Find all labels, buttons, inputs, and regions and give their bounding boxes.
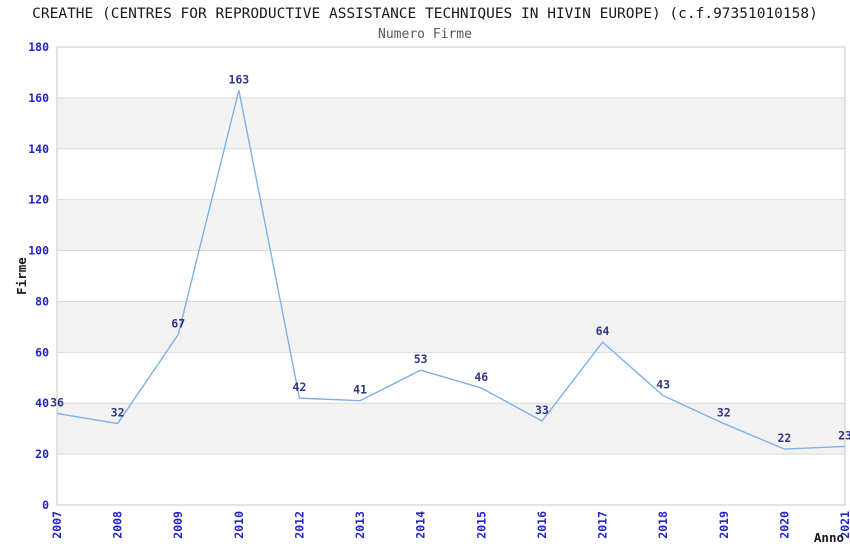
- y-tick-label: 20: [35, 447, 49, 461]
- x-tick-label: 2021: [838, 511, 850, 539]
- data-label: 23: [838, 428, 850, 442]
- x-tick-label: 2015: [474, 511, 488, 539]
- data-label: 32: [717, 406, 731, 420]
- data-label: 32: [111, 406, 125, 420]
- data-label: 53: [414, 352, 428, 366]
- y-tick-label: 0: [42, 498, 49, 512]
- plot-band: [57, 250, 845, 302]
- x-tick-label: 2019: [717, 511, 731, 539]
- data-label: 36: [50, 395, 64, 409]
- x-tick-label: 2020: [777, 511, 791, 539]
- x-tick-label: 2013: [353, 511, 367, 539]
- x-tick-label: 2014: [414, 511, 428, 539]
- x-tick-label: 2018: [656, 511, 670, 539]
- chart-title: CREATHE (CENTRES FOR REPRODUCTIVE ASSIST…: [32, 6, 818, 22]
- plot-band: [57, 199, 845, 251]
- data-label: 22: [777, 431, 791, 445]
- data-label: 67: [171, 317, 185, 331]
- data-line: [56, 89, 846, 450]
- y-tick-label: 180: [28, 40, 49, 54]
- plot-band: [57, 301, 845, 353]
- y-tick-label: 120: [28, 193, 49, 207]
- y-tick-label: 40: [35, 396, 49, 410]
- x-tick-label: 2016: [535, 511, 549, 539]
- plot-band: [57, 454, 845, 505]
- x-tick-label: 2007: [50, 511, 64, 539]
- data-label: 163: [228, 72, 249, 86]
- chart-subtitle: Numero Firme: [378, 27, 472, 42]
- y-tick-label: 60: [35, 345, 49, 359]
- y-axis-label: Firme: [14, 257, 29, 295]
- data-label: 41: [353, 383, 367, 397]
- data-label: 43: [656, 378, 670, 392]
- y-tick-label: 80: [35, 294, 49, 308]
- data-label: 64: [596, 324, 610, 338]
- x-tick-label: 2008: [111, 511, 125, 539]
- y-tick-label: 100: [28, 244, 49, 258]
- data-label: 42: [293, 380, 307, 394]
- x-tick-label: 2010: [232, 511, 246, 539]
- plot-border: [56, 46, 846, 506]
- x-tick-label: 2012: [292, 511, 306, 539]
- plot-band: [57, 97, 845, 149]
- y-tick-label: 140: [28, 142, 49, 156]
- data-label: 33: [535, 403, 549, 417]
- x-tick-label: 2017: [596, 511, 610, 539]
- plot-band: [57, 352, 845, 404]
- x-axis-label: Anno: [814, 530, 844, 545]
- plot-band: [57, 148, 845, 200]
- x-tick-label: 2009: [171, 511, 185, 539]
- data-label: 46: [474, 370, 488, 384]
- plot-band: [57, 47, 845, 98]
- plot-band: [57, 403, 845, 455]
- y-tick-label: 160: [28, 91, 49, 105]
